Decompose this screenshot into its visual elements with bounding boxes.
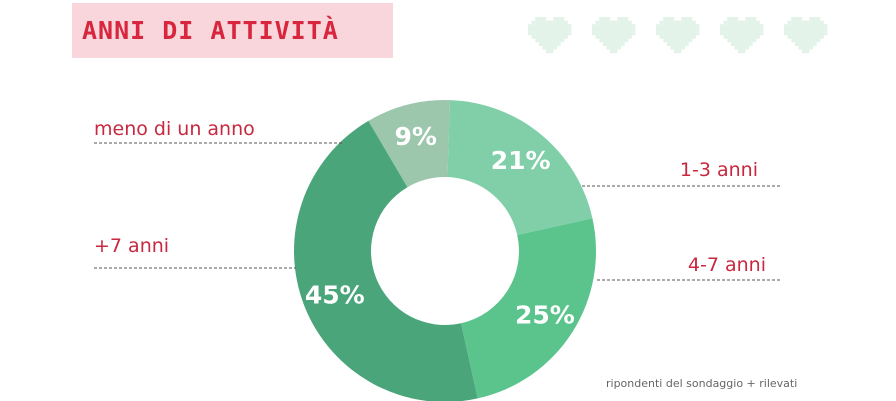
- pixel-heart-icon: [784, 17, 828, 54]
- slice-label-1: meno di un anno: [94, 118, 255, 140]
- label-leaders: [94, 142, 780, 281]
- pixel-heart-icon: [720, 17, 764, 54]
- slice-percent-3: 25%: [515, 301, 575, 330]
- slice-3: [461, 218, 596, 399]
- pixel-heart-icon: [528, 17, 572, 54]
- percentage-labels: 9% 21% 25% 45%: [305, 122, 575, 329]
- slice-labels: meno di un anno 1-3 anni 4-7 anni +7 anni: [94, 118, 766, 276]
- slice-1: [368, 99, 451, 188]
- slice-label-3: 4-7 anni: [688, 254, 766, 276]
- slice-percent-2: 21%: [491, 146, 551, 175]
- pixel-heart-icon: [592, 17, 636, 54]
- slice-4: [294, 120, 478, 401]
- title-banner: [72, 3, 393, 58]
- source-footnote: ripondenti del sondaggio + rilevati: [606, 377, 798, 390]
- pixel-heart-icon: [656, 17, 700, 54]
- slice-percent-1: 9%: [395, 122, 437, 151]
- slice-label-2: 1-3 anni: [680, 159, 758, 181]
- hearts-decoration: [528, 17, 828, 54]
- slice-2: [447, 100, 593, 235]
- slice-percent-4: 45%: [305, 280, 365, 309]
- donut-slices: [294, 99, 596, 401]
- slice-label-4: +7 anni: [94, 235, 169, 257]
- chart-title: ANNI DI ATTIVITÀ: [82, 16, 339, 45]
